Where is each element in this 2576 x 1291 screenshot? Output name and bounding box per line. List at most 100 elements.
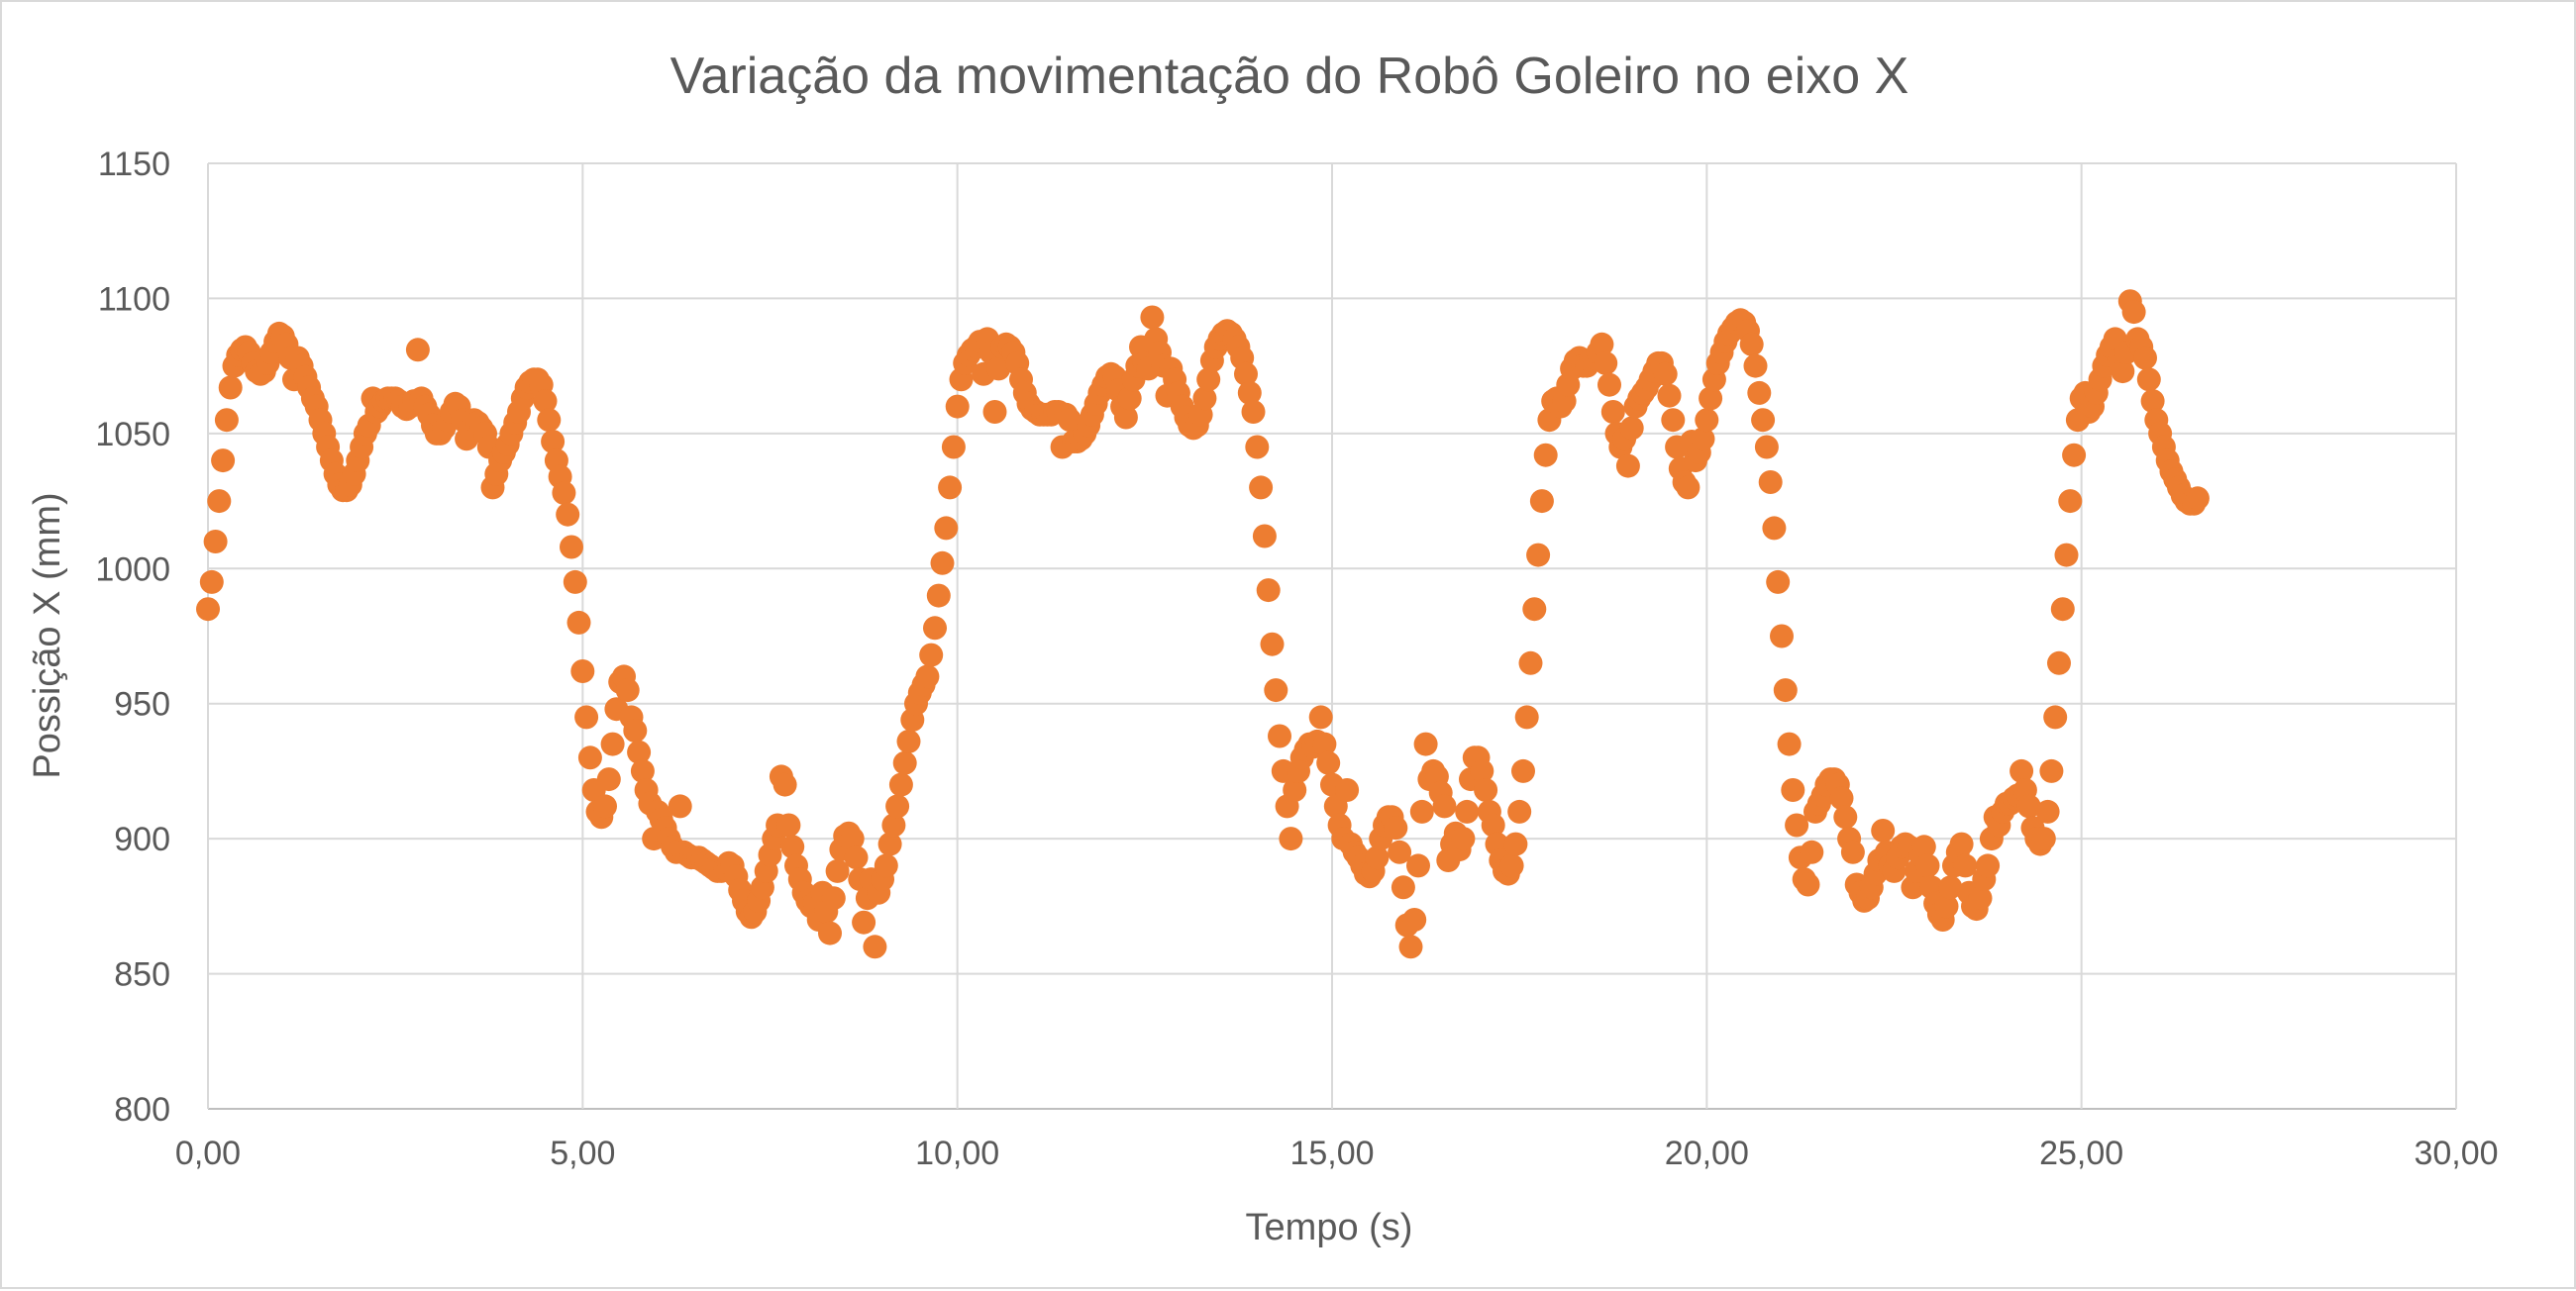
data-point (560, 535, 583, 559)
data-point (1256, 578, 1281, 603)
data-point (615, 678, 640, 703)
data-point (2035, 799, 2060, 824)
data-point (1409, 799, 1434, 824)
data-point (574, 705, 599, 730)
data-point (2039, 758, 2064, 783)
data-point (1518, 650, 1543, 675)
data-point (1526, 543, 1551, 567)
data-point (1619, 416, 1644, 441)
data-point (1594, 350, 1618, 375)
data-point (863, 935, 887, 959)
data-point (203, 530, 228, 553)
data-point (668, 794, 692, 819)
data-point (1511, 758, 1535, 783)
data-point (1237, 380, 1262, 405)
data-point (881, 813, 906, 838)
data-point (885, 794, 910, 819)
data-point (926, 583, 951, 608)
data-point (825, 858, 850, 883)
data-point (218, 375, 243, 400)
data-point (945, 394, 970, 419)
data-point (1249, 475, 1274, 500)
data-point (1747, 380, 1772, 405)
data-point (1316, 750, 1341, 775)
data-point (2133, 346, 2157, 370)
y-tick-label: 950 (114, 686, 170, 724)
data-point (874, 853, 898, 878)
y-tick-label: 1150 (98, 146, 170, 183)
data-point (570, 659, 595, 683)
data-point (1470, 758, 1494, 783)
data-point (1934, 894, 1959, 919)
data-point (888, 772, 913, 797)
data-point (2140, 389, 2165, 414)
data-point (1365, 845, 1390, 870)
data-point (773, 772, 797, 797)
data-point (1455, 799, 1480, 824)
data-point (1766, 569, 1791, 594)
data-point (821, 886, 846, 911)
data-point (2062, 443, 2087, 467)
data-point (1781, 778, 1805, 802)
data-point (1754, 435, 1779, 459)
data-point (1777, 732, 1802, 756)
data-point (2009, 758, 2034, 783)
data-point (630, 758, 655, 783)
data-point (2111, 359, 2135, 384)
data-point (1915, 853, 1940, 878)
x-axis-title: Tempo (s) (1246, 1207, 1413, 1248)
data-point (941, 435, 966, 459)
x-tick-label: 25,00 (2039, 1135, 2123, 1172)
data-point (1661, 408, 1686, 433)
data-point (1406, 853, 1430, 878)
data-point (877, 832, 902, 856)
data-point (1388, 840, 1412, 864)
data-point (537, 408, 562, 433)
data-point (1241, 400, 1266, 424)
data-point (541, 430, 566, 453)
data-point (600, 732, 625, 756)
data-point (1829, 786, 1854, 811)
x-tick-label: 15,00 (1289, 1135, 1374, 1172)
data-point (840, 827, 865, 851)
data-point (2031, 827, 2056, 851)
data-point (852, 910, 876, 935)
data-point (1600, 400, 1625, 424)
x-tick-label: 10,00 (915, 1135, 999, 1172)
data-point (1657, 383, 1682, 408)
data-point (1398, 935, 1423, 959)
data-point (1507, 799, 1532, 824)
data-point (844, 845, 869, 870)
data-point (1953, 853, 1978, 878)
data-point (780, 835, 805, 859)
data-point (892, 750, 917, 775)
data-point (196, 597, 220, 622)
data-points (196, 289, 2210, 959)
data-point (1751, 408, 1776, 433)
data-point (1597, 372, 1621, 397)
tick-labels: 800 850 900 950 1000 1050 1100 1150 0,00 5,00 10,0… (95, 146, 2498, 1172)
y-tick-label: 1100 (98, 280, 170, 318)
data-point (1245, 435, 1270, 459)
data-point (1800, 840, 1824, 864)
data-point (1796, 872, 1820, 897)
data-point (1402, 908, 1427, 932)
data-point (1695, 408, 1719, 433)
data-point (1833, 805, 1858, 830)
x-tick-label: 0,00 (175, 1135, 241, 1172)
data-point (533, 389, 558, 414)
data-point (552, 480, 576, 505)
data-point (1413, 732, 1438, 756)
data-point (776, 813, 801, 838)
data-point (1938, 875, 1963, 900)
data-point (199, 569, 224, 594)
data-point (919, 643, 944, 667)
data-point (2058, 489, 2083, 514)
data-point (2185, 486, 2210, 511)
data-point (1514, 705, 1539, 730)
data-point (1615, 453, 1640, 478)
data-point (2054, 543, 2079, 567)
data-point (1113, 405, 1138, 430)
data-point (938, 475, 963, 500)
